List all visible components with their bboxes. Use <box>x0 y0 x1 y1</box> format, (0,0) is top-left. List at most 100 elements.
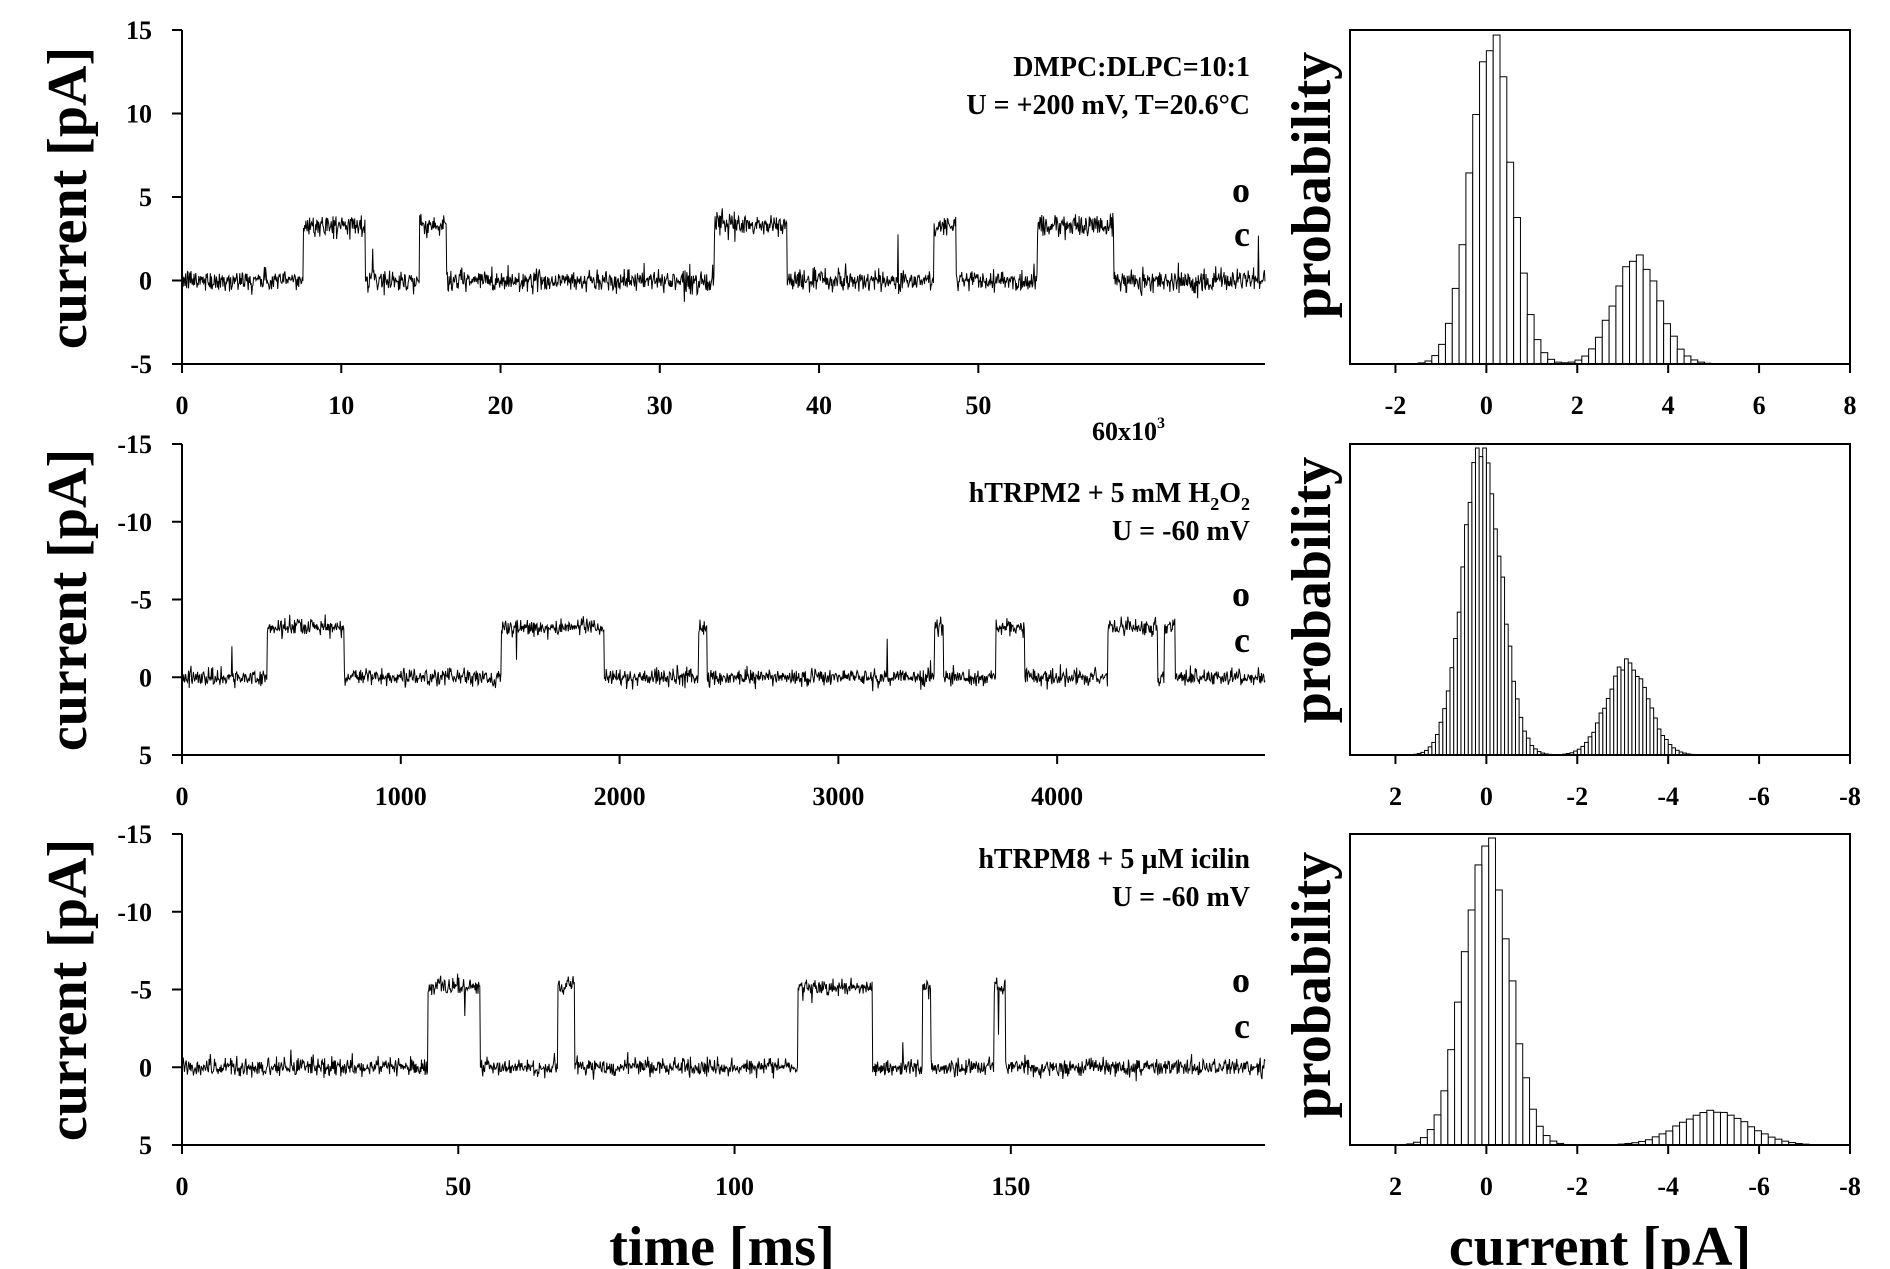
hist-2-bar <box>1642 686 1647 756</box>
hist-3-bar <box>1747 1126 1756 1146</box>
hist-2-bar <box>1456 611 1462 756</box>
hist-1-bar <box>1506 161 1515 365</box>
trace-2-annotation-line2: U = -60 mV <box>1112 516 1250 547</box>
trace-1-xtick-label: 30 <box>647 391 673 420</box>
hist-3-bar <box>1767 1136 1776 1146</box>
hist-2-xtick-label: -2 <box>1566 782 1588 811</box>
hist-2-xtick-label: -8 <box>1839 782 1861 811</box>
hist-2-bar <box>1594 722 1600 756</box>
hist-3-bar <box>1481 845 1490 1146</box>
hist-2-bar <box>1645 698 1651 756</box>
hist-1-bar <box>1519 272 1528 365</box>
hist-2-bar <box>1624 658 1629 756</box>
hist-2-bar <box>1620 669 1626 756</box>
hist-2-bar <box>1616 666 1622 756</box>
trace-2-open-label: o <box>1232 574 1250 614</box>
hist-2-bar <box>1471 462 1476 756</box>
hist-2-bar <box>1587 736 1593 756</box>
trace-3-xtick-label: 50 <box>445 1172 471 1201</box>
hist-3-bar <box>1426 1129 1435 1146</box>
hist-2-bar <box>1591 731 1596 756</box>
hist-3-xtick-label: 0 <box>1480 1172 1493 1201</box>
hist-1-x-ticks: -2 0 2 4 6 8 <box>1385 364 1857 420</box>
trace-3-xtick-label: 100 <box>715 1172 754 1201</box>
hist-1-bar <box>1669 335 1678 365</box>
hist-3-bar <box>1474 864 1483 1146</box>
hist-1-xtick-label: 2 <box>1571 391 1584 420</box>
hist-1-bar <box>1451 287 1460 365</box>
hist-1-bar <box>1526 314 1535 365</box>
hist-3-xtick-label: -6 <box>1748 1172 1770 1201</box>
hist-1-bar <box>1485 50 1494 365</box>
trace-3-annotation-line2: U = -60 mV <box>1112 882 1250 913</box>
hist-3-bars <box>1406 837 1810 1146</box>
hist-1-bar <box>1465 172 1474 365</box>
hist-2-bar <box>1427 746 1433 756</box>
hist-3-bar <box>1433 1114 1442 1146</box>
hist-2-bar <box>1598 712 1604 756</box>
hist-2-bar <box>1493 528 1498 756</box>
hist-3-bar <box>1685 1118 1694 1146</box>
hist-3-bar <box>1460 951 1469 1146</box>
trace-1-ytick-label: 5 <box>139 183 152 212</box>
hist-1-bar <box>1499 76 1508 365</box>
hist-2-bar <box>1638 678 1644 756</box>
hist-2-bar <box>1529 744 1535 756</box>
trace-3-ytick-label: 0 <box>139 1053 152 1082</box>
trace-line-3 <box>181 973 1266 1082</box>
trace-1-ytick-label: 0 <box>139 267 152 296</box>
hist-3-xtick-label: -4 <box>1657 1172 1679 1201</box>
hist-1-bar <box>1683 355 1692 365</box>
hist-3-bar <box>1713 1111 1721 1146</box>
hist-3-bar <box>1706 1109 1715 1146</box>
trace-2-ytick-label: -5 <box>130 586 152 615</box>
trace-1-y-ticks: 15 10 5 0 -5 <box>126 16 182 379</box>
hist-1-bar <box>1676 348 1685 365</box>
hist-2-y-label: probability <box>1281 457 1343 724</box>
hist-3-xtick-label: 2 <box>1389 1172 1402 1201</box>
hist-2-bar <box>1489 493 1495 756</box>
hist-3-frame <box>1349 833 1851 1146</box>
trace-1-xtick-label: 0 <box>176 391 189 420</box>
trace-1-ytick-label: 15 <box>126 16 152 45</box>
hist-1-bar <box>1635 254 1644 365</box>
hist-1-xtick-label: 4 <box>1662 391 1675 420</box>
trace-1-xtick-label: 50 <box>965 391 991 420</box>
hist-1-bar <box>1629 260 1637 365</box>
hist-2-bar <box>1671 747 1676 756</box>
hist-2-bar <box>1649 707 1655 756</box>
hist-3-y-label: probability <box>1281 852 1343 1119</box>
hist-3-bar <box>1719 1111 1728 1146</box>
hist-2-bar <box>1522 730 1527 756</box>
hist-panel-3: 2 0 -2 -4 -6 -8 probability current [pA] <box>1281 833 1861 1269</box>
hist-2-xtick-label: -4 <box>1657 782 1679 811</box>
trace-2-ytick-label: -10 <box>117 508 152 537</box>
trace-1-annotation-line2: U = +200 mV, T=20.6°C <box>966 90 1250 121</box>
trace-panel-3: -15-10-505 0 50 100 150 hTRPM8 + 5 µM icili… <box>37 820 1266 1269</box>
trace-3-closed-label: c <box>1234 1006 1250 1046</box>
hist-2-bar <box>1467 501 1473 756</box>
hist-3-x-ticks: 2 0 -2 -4 -6 -8 <box>1389 1145 1861 1201</box>
hist-2-bar <box>1504 623 1509 756</box>
hist-2-bar <box>1518 716 1524 756</box>
hist-2-bar <box>1434 734 1440 756</box>
trace-2-closed-label: c <box>1234 620 1250 660</box>
hist-1-bar <box>1479 61 1487 365</box>
hist-3-bar <box>1508 980 1517 1146</box>
hist-3-bar <box>1651 1136 1660 1146</box>
trace-3-xtick-label: 150 <box>991 1172 1030 1201</box>
trace-1-open-label: o <box>1232 170 1250 210</box>
trace-1-x-ticks: 0 10 20 30 40 50 <box>176 364 991 420</box>
trace-3-ytick-label: -15 <box>117 820 152 849</box>
trace-3-xtick-label: 0 <box>176 1172 189 1201</box>
hist-1-bar <box>1588 348 1596 365</box>
hist-3-bar <box>1467 909 1476 1146</box>
hist-3-bar <box>1733 1117 1742 1146</box>
hist-3-bar <box>1454 1001 1462 1146</box>
trace-2-x-ticks: 0 1000 2000 3000 4000 <box>176 755 1083 811</box>
trace-3-ytick-label: 5 <box>139 1131 152 1160</box>
hist-2-bar <box>1613 675 1618 756</box>
